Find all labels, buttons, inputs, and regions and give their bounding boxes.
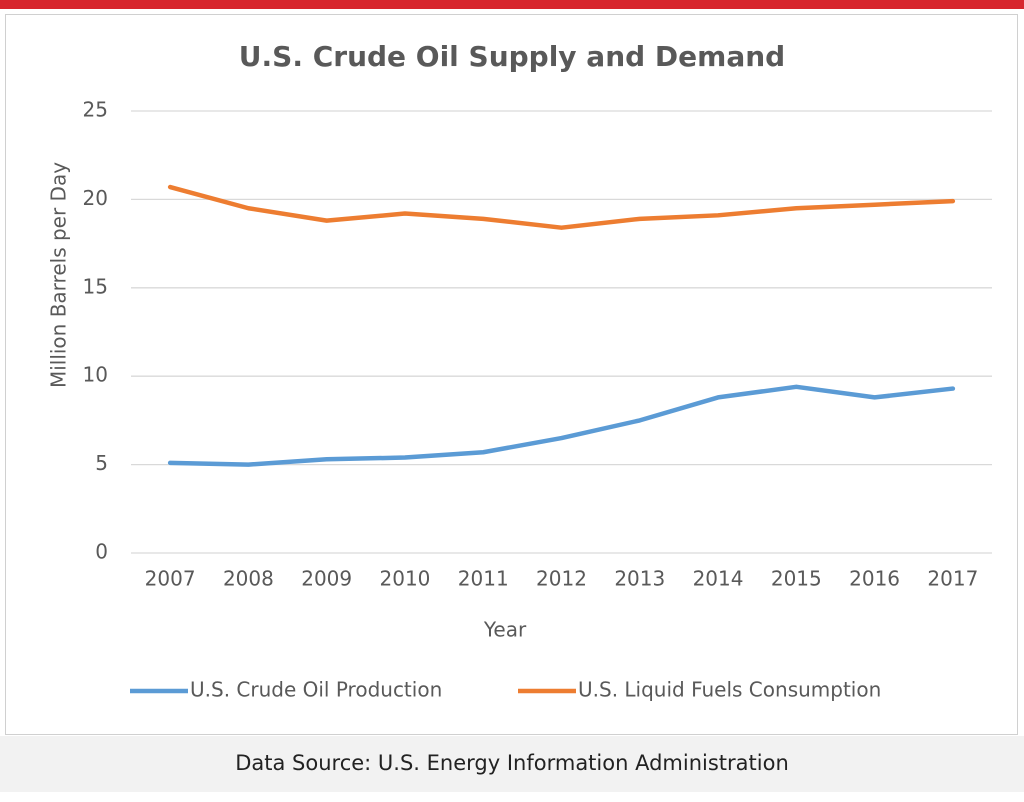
y-tick-label: 10	[83, 363, 108, 387]
y-axis-label: Million Barrels per Day	[47, 162, 71, 388]
x-tick-label: 2007	[145, 567, 196, 591]
x-tick-label: 2015	[771, 567, 822, 591]
legend-label: U.S. Liquid Fuels Consumption	[578, 678, 881, 702]
y-tick-label: 5	[95, 451, 108, 475]
legend-label: U.S. Crude Oil Production	[190, 678, 442, 702]
x-tick-label: 2016	[849, 567, 900, 591]
x-tick-label: 2008	[223, 567, 274, 591]
x-tick-label: 2011	[458, 567, 509, 591]
x-tick-label: 2013	[614, 567, 665, 591]
x-tick-label: 2012	[536, 567, 587, 591]
chart-frame	[5, 14, 1018, 735]
caption-band	[0, 736, 1024, 792]
y-tick-label: 0	[95, 540, 108, 564]
chart-title: U.S. Crude Oil Supply and Demand	[239, 40, 785, 73]
data-line	[167, 384, 956, 467]
y-tick-label: 20	[83, 186, 108, 210]
source-caption: Data Source: U.S. Energy Information Adm…	[235, 751, 789, 775]
x-tick-label: 2009	[301, 567, 352, 591]
y-tick-label: 25	[83, 98, 108, 122]
x-tick-label: 2014	[693, 567, 744, 591]
x-axis-label: Year	[483, 618, 527, 642]
top-bar	[0, 0, 1024, 9]
y-tick-label: 15	[83, 274, 108, 298]
x-tick-label: 2010	[380, 567, 431, 591]
x-tick-label: 2017	[927, 567, 978, 591]
data-line	[167, 184, 956, 230]
